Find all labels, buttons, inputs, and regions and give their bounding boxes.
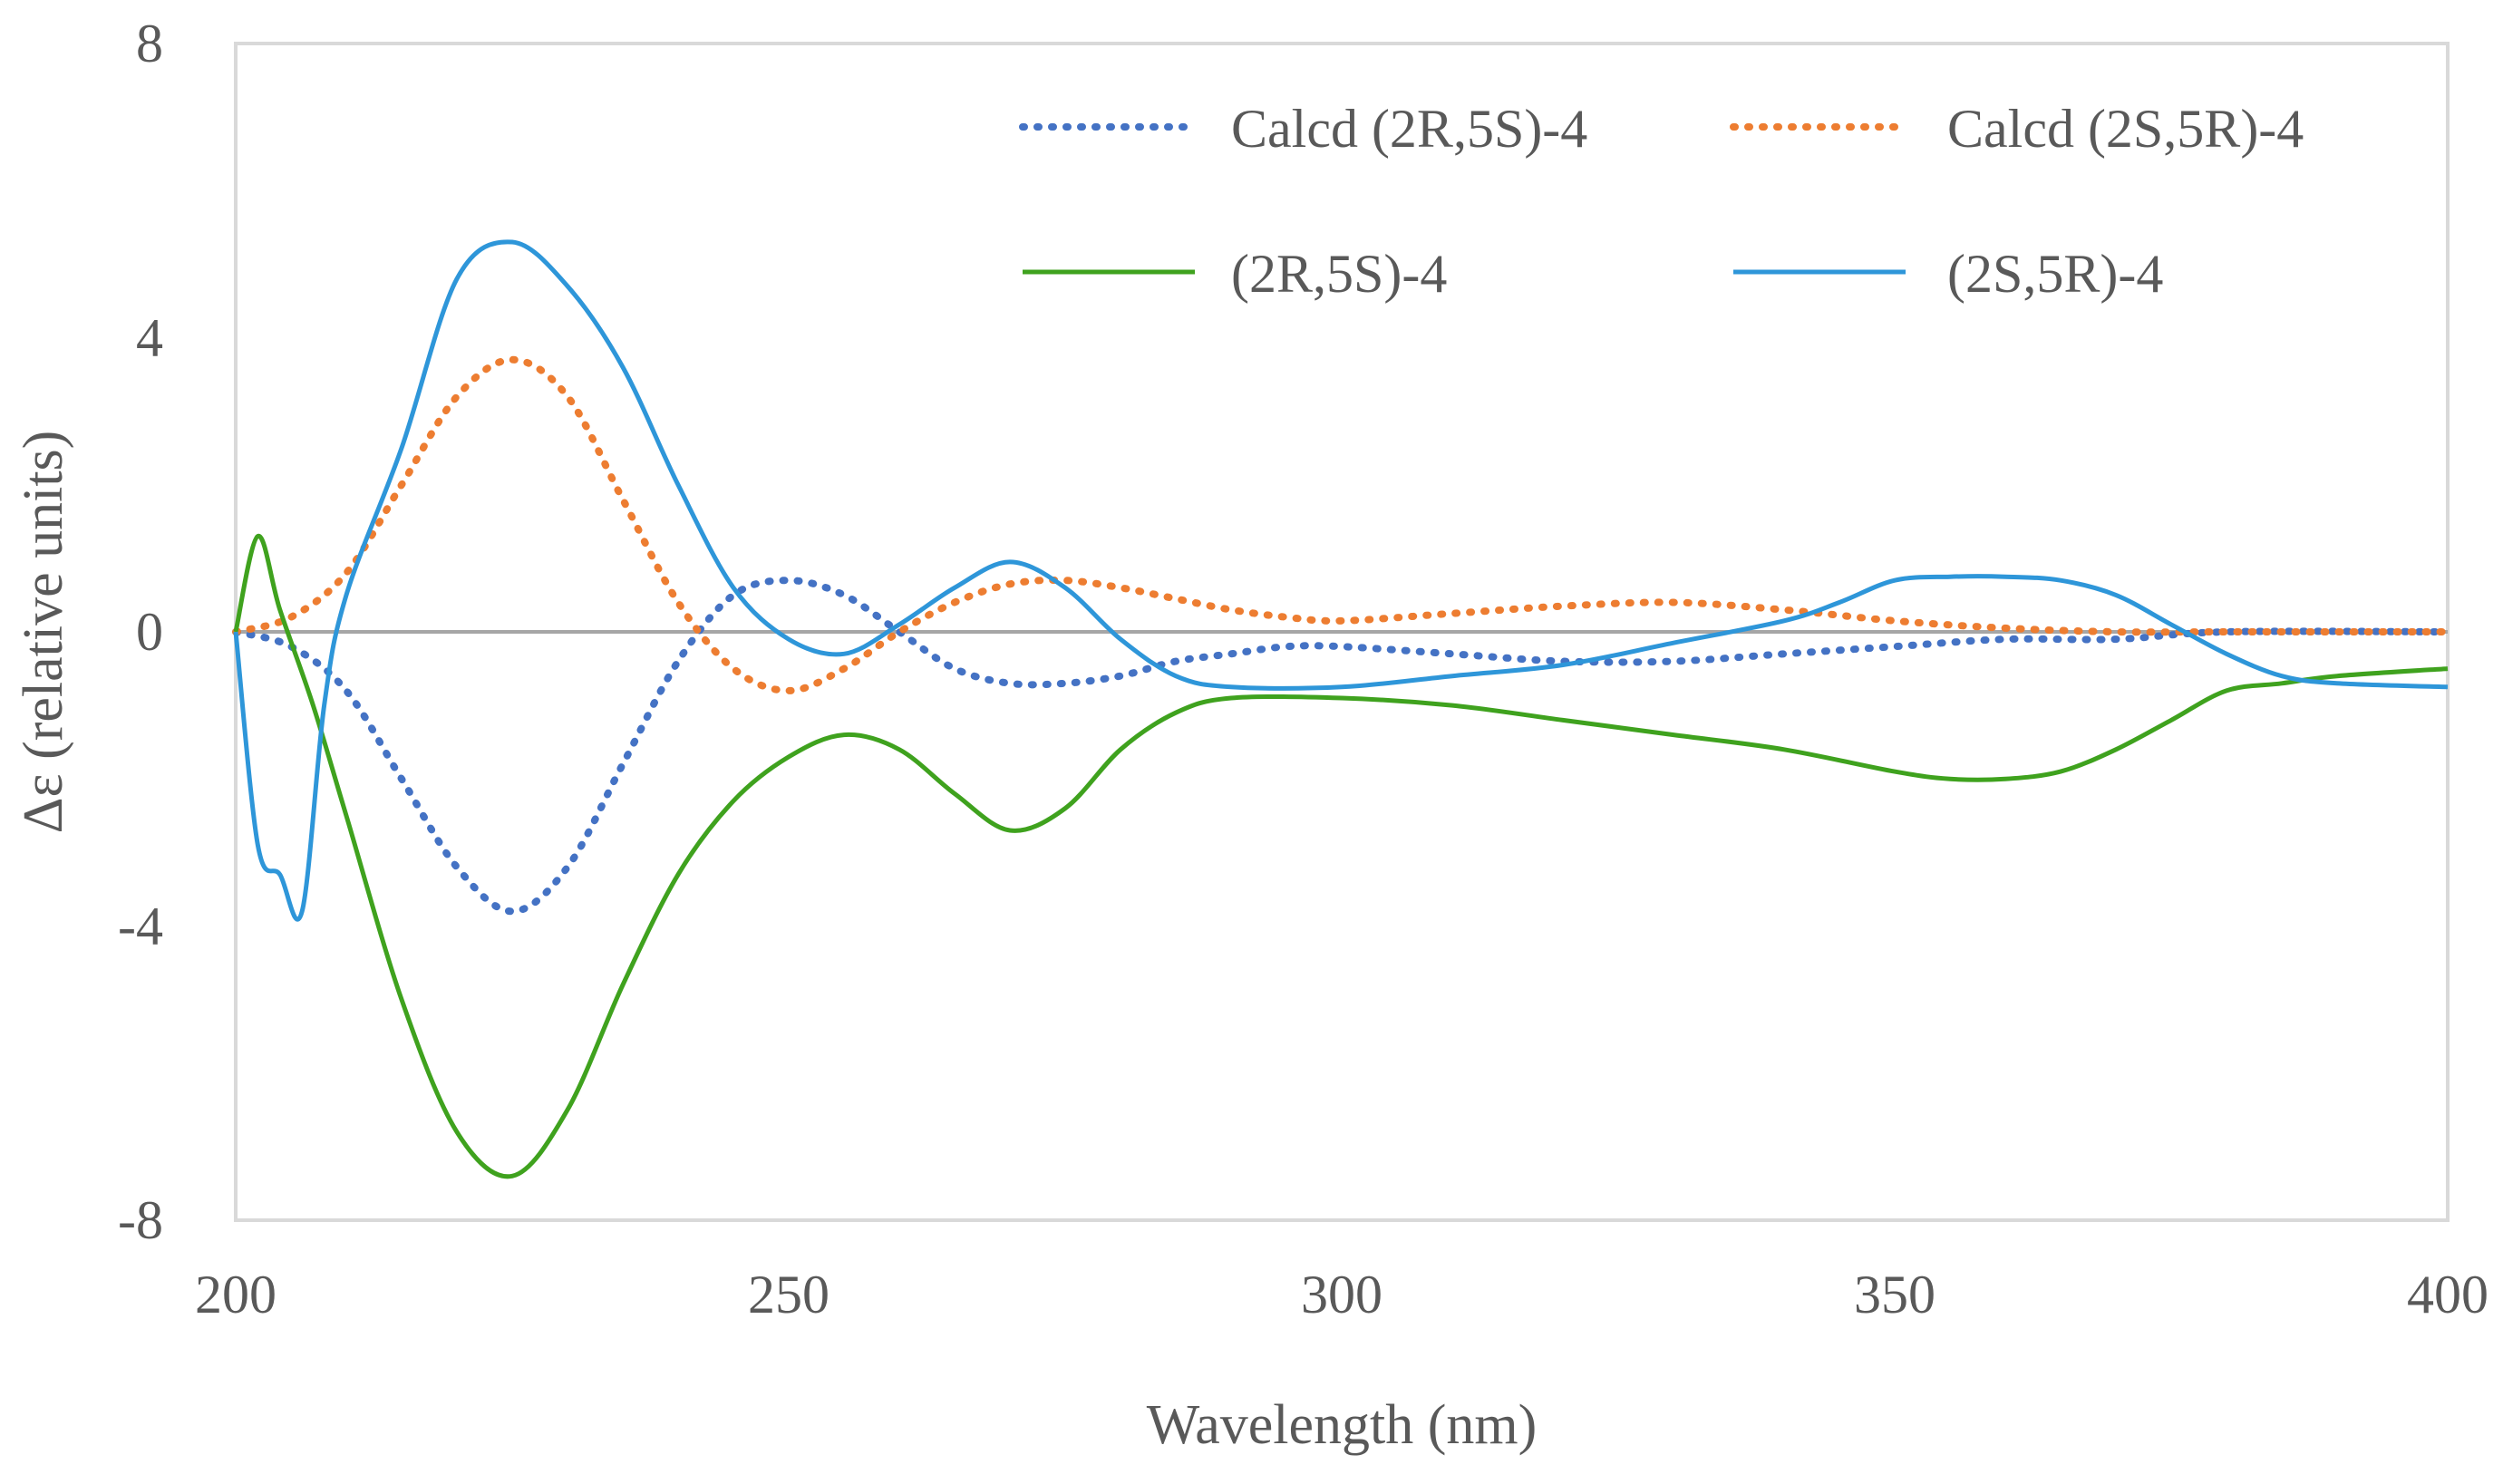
legend-label-calcd-2s5r: Calcd (2S,5R)-4 <box>1947 99 2304 159</box>
legend-item-2r5s: (2R,5S)-4 <box>1023 244 1447 304</box>
series-line-0 <box>232 577 2451 916</box>
x-tick-label: 250 <box>748 1265 829 1324</box>
y-tick-labels: 8 4 0 -4 -8 <box>118 14 163 1250</box>
legend-item-calcd-2r5s: Calcd (2R,5S)-4 <box>1019 99 1587 159</box>
y-tick-label: 0 <box>136 602 163 662</box>
y-axis-label: Δε (relative units) <box>13 431 74 834</box>
y-tick-label: 4 <box>136 308 163 368</box>
legend-item-calcd-2s5r: Calcd (2S,5R)-4 <box>1730 99 2304 159</box>
x-tick-label: 200 <box>195 1265 276 1324</box>
x-tick-label: 400 <box>2407 1265 2488 1324</box>
y-tick-label: -4 <box>118 897 163 956</box>
y-tick-label: -8 <box>118 1190 163 1250</box>
series-line-1 <box>232 355 2451 694</box>
y-tick-label: 8 <box>136 14 163 73</box>
series-line-2 <box>233 533 2449 1179</box>
legend-label-2s5r: (2S,5R)-4 <box>1947 244 2163 304</box>
legend-label-2r5s: (2R,5S)-4 <box>1231 244 1447 304</box>
legend-label-calcd-2r5s: Calcd (2R,5S)-4 <box>1231 99 1587 159</box>
x-axis-label: Wavelength (nm) <box>1147 1394 1538 1456</box>
x-tick-label: 300 <box>1301 1265 1382 1324</box>
series-line-3 <box>233 239 2449 922</box>
x-tick-label: 350 <box>1854 1265 1935 1324</box>
x-tick-labels: 200 250 300 350 400 <box>195 1265 2488 1324</box>
series-layer <box>232 239 2451 1179</box>
legend-item-2s5r: (2S,5R)-4 <box>1733 244 2163 304</box>
legend: Calcd (2R,5S)-4 Calcd (2S,5R)-4 (2R,5S)-… <box>1019 99 2304 304</box>
